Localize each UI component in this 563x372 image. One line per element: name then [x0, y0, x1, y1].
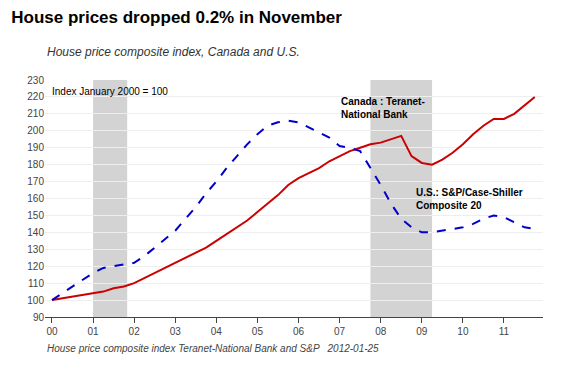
svg-text:100: 100 — [27, 295, 44, 306]
svg-text:180: 180 — [27, 159, 44, 170]
svg-text:90: 90 — [33, 312, 45, 323]
svg-text:230: 230 — [27, 75, 44, 86]
svg-text:140: 140 — [27, 227, 44, 238]
svg-text:06: 06 — [293, 326, 305, 337]
svg-text:Canada : Teranet-National Bank: Canada : Teranet-National Bank — [341, 96, 425, 120]
svg-text:10: 10 — [457, 326, 469, 337]
svg-text:170: 170 — [27, 176, 44, 187]
svg-text:08: 08 — [375, 326, 387, 337]
svg-text:160: 160 — [27, 193, 44, 204]
svg-text:House price composite index, C: House price composite index, Canada and … — [47, 45, 300, 59]
svg-text:Index January 2000 = 100: Index January 2000 = 100 — [52, 86, 168, 97]
svg-text:150: 150 — [27, 210, 44, 221]
svg-text:05: 05 — [252, 326, 264, 337]
svg-text:00: 00 — [46, 326, 58, 337]
svg-text:House prices dropped 0.2% in N: House prices dropped 0.2% in November — [11, 8, 342, 27]
svg-text:02: 02 — [129, 326, 141, 337]
svg-text:220: 220 — [27, 91, 44, 102]
svg-text:01: 01 — [88, 326, 100, 337]
svg-text:110: 110 — [28, 278, 44, 289]
svg-text:04: 04 — [211, 326, 223, 337]
svg-text:120: 120 — [27, 261, 44, 272]
svg-text:U.S.: S&P/Case-ShillerComposit: U.S.: S&P/Case-ShillerComposite 20 — [416, 187, 523, 211]
svg-text:03: 03 — [170, 326, 182, 337]
svg-text:11: 11 — [499, 326, 510, 337]
svg-text:210: 210 — [27, 108, 44, 119]
svg-text:07: 07 — [334, 326, 346, 337]
svg-text:House price composite index Te: House price composite index Teranet-Nati… — [47, 343, 379, 354]
svg-text:130: 130 — [27, 244, 44, 255]
svg-text:200: 200 — [27, 125, 44, 136]
svg-text:190: 190 — [27, 142, 44, 153]
svg-text:09: 09 — [416, 326, 428, 337]
